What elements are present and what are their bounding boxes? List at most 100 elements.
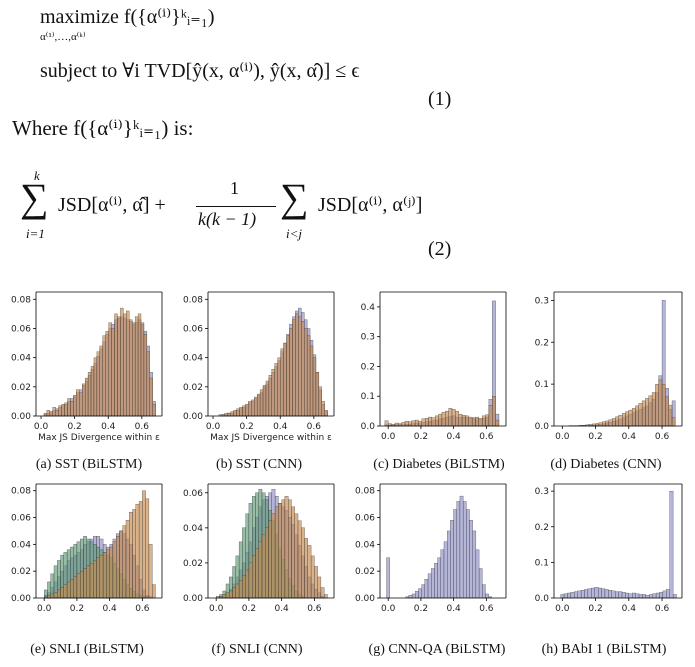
histogram-bar	[80, 571, 84, 599]
histogram-bar	[648, 395, 653, 427]
histogram-bar	[122, 525, 127, 599]
histogram-bar	[615, 591, 619, 599]
histogram-bar	[262, 385, 267, 417]
y-tick-label: 0.2	[535, 338, 549, 348]
histogram-bar	[53, 592, 58, 599]
histogram-bar	[488, 405, 493, 427]
caption-f: (f) SNLI (CNN)	[211, 642, 303, 657]
histogram-bar	[274, 506, 279, 599]
histogram-bar	[268, 520, 272, 599]
histogram-bar	[560, 594, 565, 599]
histogram-bar	[411, 593, 416, 599]
histogram-bar	[137, 313, 142, 417]
histogram-bar	[49, 411, 53, 417]
histogram-bar	[55, 410, 59, 417]
x-axis-label: Max JS Divergence within ε	[38, 433, 160, 443]
histogram-bar	[99, 554, 104, 599]
x-tick-label: 0.4	[273, 422, 288, 432]
histogram-bar	[635, 405, 639, 427]
plot-h: 0.0 0.1 0.2 0.3 0.0 0.2 0.4 0.6	[518, 478, 688, 618]
series-orange	[44, 490, 156, 599]
histogram-bar	[265, 380, 270, 417]
histogram-bar	[482, 584, 486, 599]
y-tick-label: 0.0	[535, 594, 550, 604]
histogram-bar	[222, 594, 227, 599]
eq2-frac-bar	[196, 206, 276, 207]
y-tick-label: 0.04	[183, 354, 203, 364]
histogram-bar	[138, 501, 143, 599]
histogram-bar	[455, 410, 459, 427]
chart-svg-e: 0.00 0.02 0.04 0.06 0.08 0.0 0.2 0.4 0.6	[11, 483, 163, 614]
histogram-bar	[245, 569, 250, 599]
histogram-bar	[89, 562, 94, 599]
series-orange	[568, 379, 676, 427]
x-tick-label: 0.4	[101, 422, 116, 432]
histogram-bar	[87, 372, 92, 417]
histogram-bar	[152, 584, 156, 599]
histogram-bar	[492, 396, 496, 427]
histogram-bar	[230, 411, 234, 417]
histogram-bar	[152, 404, 156, 417]
x-tick-label: 0.2	[242, 604, 256, 614]
eq2-sum1-top: k	[34, 168, 40, 183]
y-tick-label: 0.02	[355, 567, 375, 577]
x-tick-label: 0.2	[239, 422, 253, 432]
histogram-bar	[304, 538, 308, 599]
y-tick-label: 0.3	[361, 333, 375, 343]
y-tick-label: 0.06	[183, 324, 203, 334]
histogram-bar	[601, 588, 606, 599]
histogram-bar	[125, 520, 130, 599]
caption-g: (g) CNN-QA (BiLSTM)	[368, 642, 506, 657]
histogram-bar	[63, 584, 68, 599]
histogram-bar	[655, 592, 660, 599]
histogram-bar	[638, 594, 643, 599]
x-tick-label: 0.4	[274, 604, 289, 614]
histogram-bar	[591, 587, 595, 599]
histogram-bar	[309, 345, 314, 417]
caption-b: (b) SST (CNN)	[215, 457, 303, 472]
histogram-bar	[50, 593, 55, 599]
histogram-bar	[635, 593, 640, 599]
histogram-bar	[577, 590, 582, 599]
histogram-bar	[73, 395, 77, 417]
histogram-bar	[129, 512, 133, 599]
histogram-bar	[224, 412, 228, 417]
histogram-bar	[472, 530, 477, 599]
y-tick-label: 0.08	[11, 487, 31, 497]
histogram-bar	[281, 499, 286, 599]
histogram-bar	[421, 584, 425, 599]
histogram-bar	[79, 392, 83, 417]
histogram-bar	[324, 594, 328, 599]
histogram-bar	[129, 319, 133, 417]
histogram-bar	[261, 534, 266, 599]
histogram-bar	[310, 555, 315, 599]
histogram-bar	[321, 401, 325, 417]
x-tick-label: 0.6	[135, 422, 150, 432]
x-tick-label: 0.6	[479, 604, 494, 614]
histogram-bar	[671, 417, 676, 427]
y-tick-label: 0.02	[11, 383, 31, 393]
histogram-bar	[292, 319, 296, 417]
eq1-number: (1)	[428, 88, 452, 110]
y-tick-label: 0.3	[535, 487, 549, 497]
histogram-bar	[447, 530, 451, 599]
histogram-bar	[47, 595, 51, 599]
histogram-bar	[61, 404, 65, 417]
histogram-bar	[60, 587, 64, 599]
histogram-bar	[135, 503, 140, 599]
histogram-bar	[574, 591, 578, 599]
histogram-bar	[277, 357, 281, 417]
histogram-bar	[468, 416, 473, 427]
histogram-bar	[475, 549, 480, 599]
histogram-bar	[618, 591, 623, 599]
eq2-sum2-bottom: i<j	[286, 226, 302, 241]
eq1-maximize: maximize f({α⁽ⁱ⁾}ᵏᵢ₌₁)	[40, 4, 214, 29]
histogram-bar	[602, 421, 606, 427]
histogram-bar	[291, 506, 295, 599]
histogram-bar	[478, 418, 483, 427]
x-tick-label: 0.6	[479, 432, 494, 442]
histogram-bar	[672, 594, 677, 599]
histogram-bar	[70, 401, 74, 417]
histogram-bar	[594, 587, 599, 599]
